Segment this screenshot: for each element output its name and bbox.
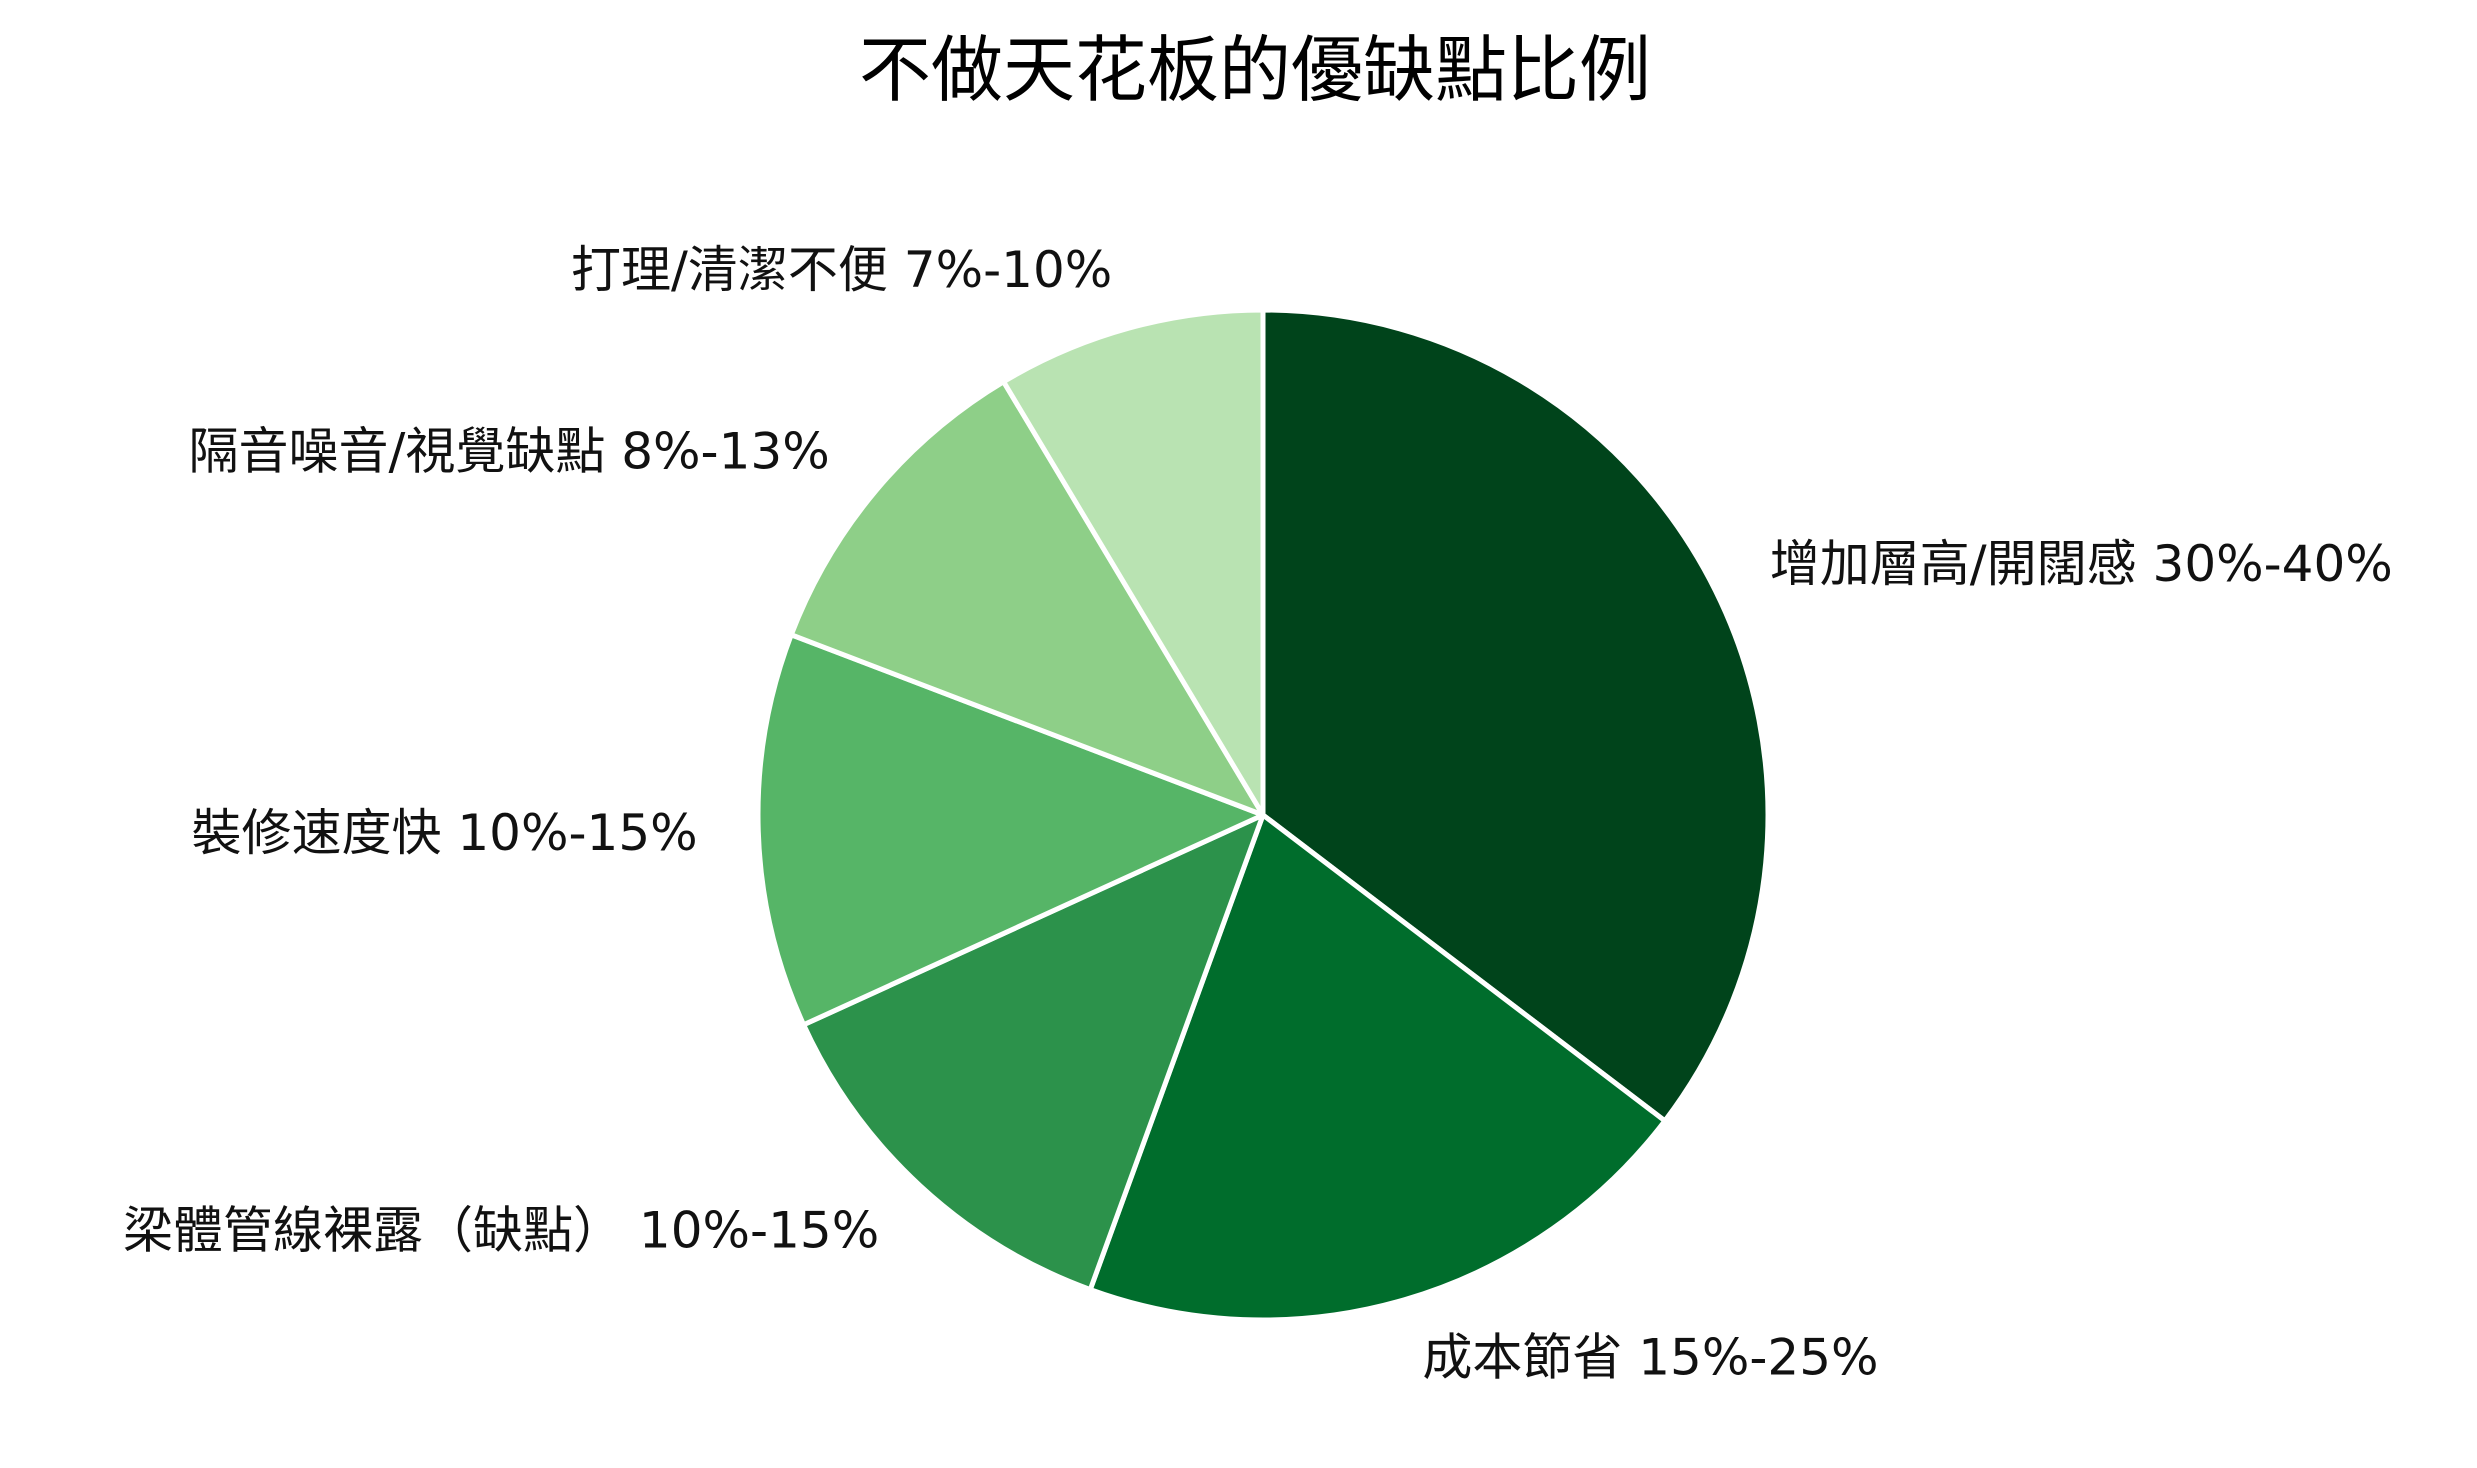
- pie-label-6: 打理/清潔不便 7%-10%: [571, 241, 1112, 299]
- pie-label-1: 增加層高/開闊感 30%-40%: [1770, 535, 2393, 593]
- pie-slice-6: [1001, 307, 1266, 818]
- pie-label-4: 裝修速度快 10%-15%: [191, 804, 697, 862]
- pie-slice-2: [1087, 812, 1668, 1323]
- pie-slices: [755, 307, 1771, 1323]
- pie-slice-3: [801, 812, 1266, 1293]
- pie-slice-5: [788, 379, 1266, 818]
- pie-slice-4: [755, 632, 1266, 1028]
- pie-label-2: 成本節省 15%-25%: [1422, 1329, 1878, 1387]
- pie-slice-1: [1260, 307, 1771, 1124]
- chart-title: 不做天花板的優缺點比例: [859, 28, 1651, 112]
- pie-label-3: 梁體管線裸露（缺點） 10%-15%: [123, 1201, 879, 1259]
- pie-label-5: 隔音噪音/視覺缺點 8%-13%: [188, 422, 829, 480]
- pie-labels: 增加層高/開闊感 30%-40% 成本節省 15%-25% 梁體管線裸露（缺點） 1…: [123, 241, 2393, 1387]
